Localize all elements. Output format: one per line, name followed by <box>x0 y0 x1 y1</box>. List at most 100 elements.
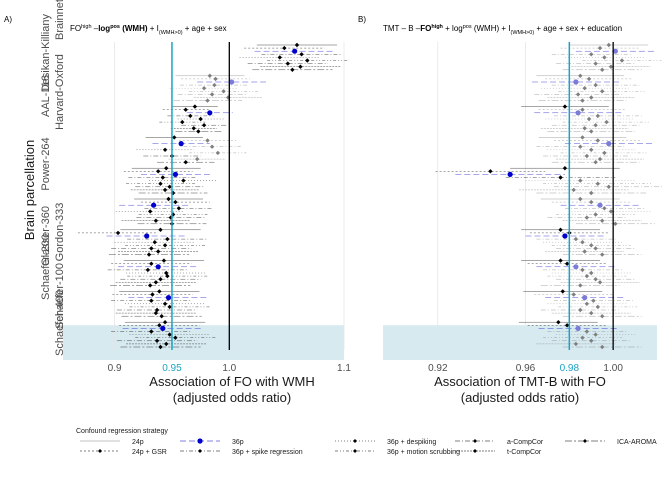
point <box>602 150 607 156</box>
point <box>290 67 295 72</box>
point <box>606 42 611 48</box>
panel-a-xlabel-line2: (adjusted odds ratio) <box>173 390 292 405</box>
point <box>600 314 605 319</box>
point <box>578 73 583 78</box>
point <box>183 160 188 165</box>
point <box>597 45 603 51</box>
panel-a: A) FOhigh –logpos (WMH) + I(WMH>0) + age… <box>4 15 351 405</box>
point <box>564 261 570 266</box>
shaded-band <box>63 325 344 360</box>
point <box>159 314 164 319</box>
point <box>593 61 598 66</box>
point-36p <box>612 48 618 54</box>
point <box>593 123 598 128</box>
point-36p <box>573 79 579 85</box>
point-36p <box>575 325 581 331</box>
point <box>149 261 154 266</box>
point <box>586 116 592 122</box>
y-category-label: AAL-116 <box>40 75 52 117</box>
point <box>593 277 598 282</box>
point <box>147 209 153 214</box>
y-category-label: Harvard-Oxford <box>54 54 66 130</box>
point <box>600 218 605 223</box>
point <box>589 243 594 248</box>
legend-marker <box>473 439 477 443</box>
point <box>619 58 625 63</box>
point-36p <box>172 171 178 177</box>
point <box>196 129 201 134</box>
x-tick-label: 1.00 <box>603 363 623 374</box>
y-category-label: Schaefer-100 <box>54 263 66 329</box>
point <box>584 301 590 306</box>
panel-b-tag: B) <box>358 15 366 24</box>
point <box>558 227 563 232</box>
point <box>560 289 565 294</box>
point <box>589 190 594 196</box>
point <box>584 215 590 220</box>
point <box>181 178 186 183</box>
point <box>207 73 213 78</box>
point-36p <box>155 264 161 270</box>
point-36p <box>575 110 581 116</box>
point <box>152 240 157 245</box>
x-tick-label: 0.92 <box>428 363 448 374</box>
legend-items: 24p 24p + GSR 36p 36p + spike regression 36p… <box>80 438 657 456</box>
point-36p <box>229 79 235 85</box>
point <box>562 166 568 171</box>
point <box>589 338 594 343</box>
point <box>167 184 172 189</box>
point <box>198 116 203 122</box>
point <box>166 196 171 202</box>
point <box>604 119 609 125</box>
point <box>600 344 605 350</box>
point <box>582 126 587 131</box>
point <box>158 277 163 282</box>
point <box>285 61 290 66</box>
legend-label: 36p <box>232 439 244 446</box>
point-36p <box>165 295 172 301</box>
point <box>277 55 282 60</box>
point <box>589 129 594 134</box>
point <box>556 320 561 325</box>
point <box>582 86 587 91</box>
point <box>201 86 207 91</box>
legend-marker <box>473 449 477 453</box>
legend-marker <box>98 449 102 453</box>
point <box>584 273 590 279</box>
y-category-label: Glasser-360 <box>40 206 52 266</box>
point <box>305 58 310 63</box>
point <box>589 95 594 100</box>
point-36p <box>151 202 157 208</box>
x-tick-label: 0.96 <box>516 363 536 374</box>
point-36p <box>597 202 603 208</box>
point <box>146 252 152 257</box>
point <box>586 76 592 82</box>
point <box>589 310 594 316</box>
point-36p <box>582 295 588 301</box>
point <box>608 64 614 69</box>
legend-label: 36p + spike regression <box>232 449 303 456</box>
point <box>188 113 193 119</box>
point <box>580 135 585 140</box>
point <box>149 246 154 251</box>
point <box>608 209 614 214</box>
x-tick-label: 0.9 <box>108 363 122 374</box>
point <box>593 160 598 165</box>
point <box>578 144 583 149</box>
point <box>595 181 601 186</box>
point <box>201 123 207 128</box>
point-36p <box>160 325 166 331</box>
point <box>157 289 162 294</box>
point <box>209 92 215 97</box>
point <box>172 135 177 140</box>
legend-marker <box>583 439 587 443</box>
x-tick-label: 1.1 <box>337 363 351 374</box>
point <box>162 147 168 152</box>
point <box>600 67 605 72</box>
point <box>162 243 168 248</box>
point <box>580 107 585 112</box>
point-36p <box>507 171 513 177</box>
point <box>613 221 618 226</box>
